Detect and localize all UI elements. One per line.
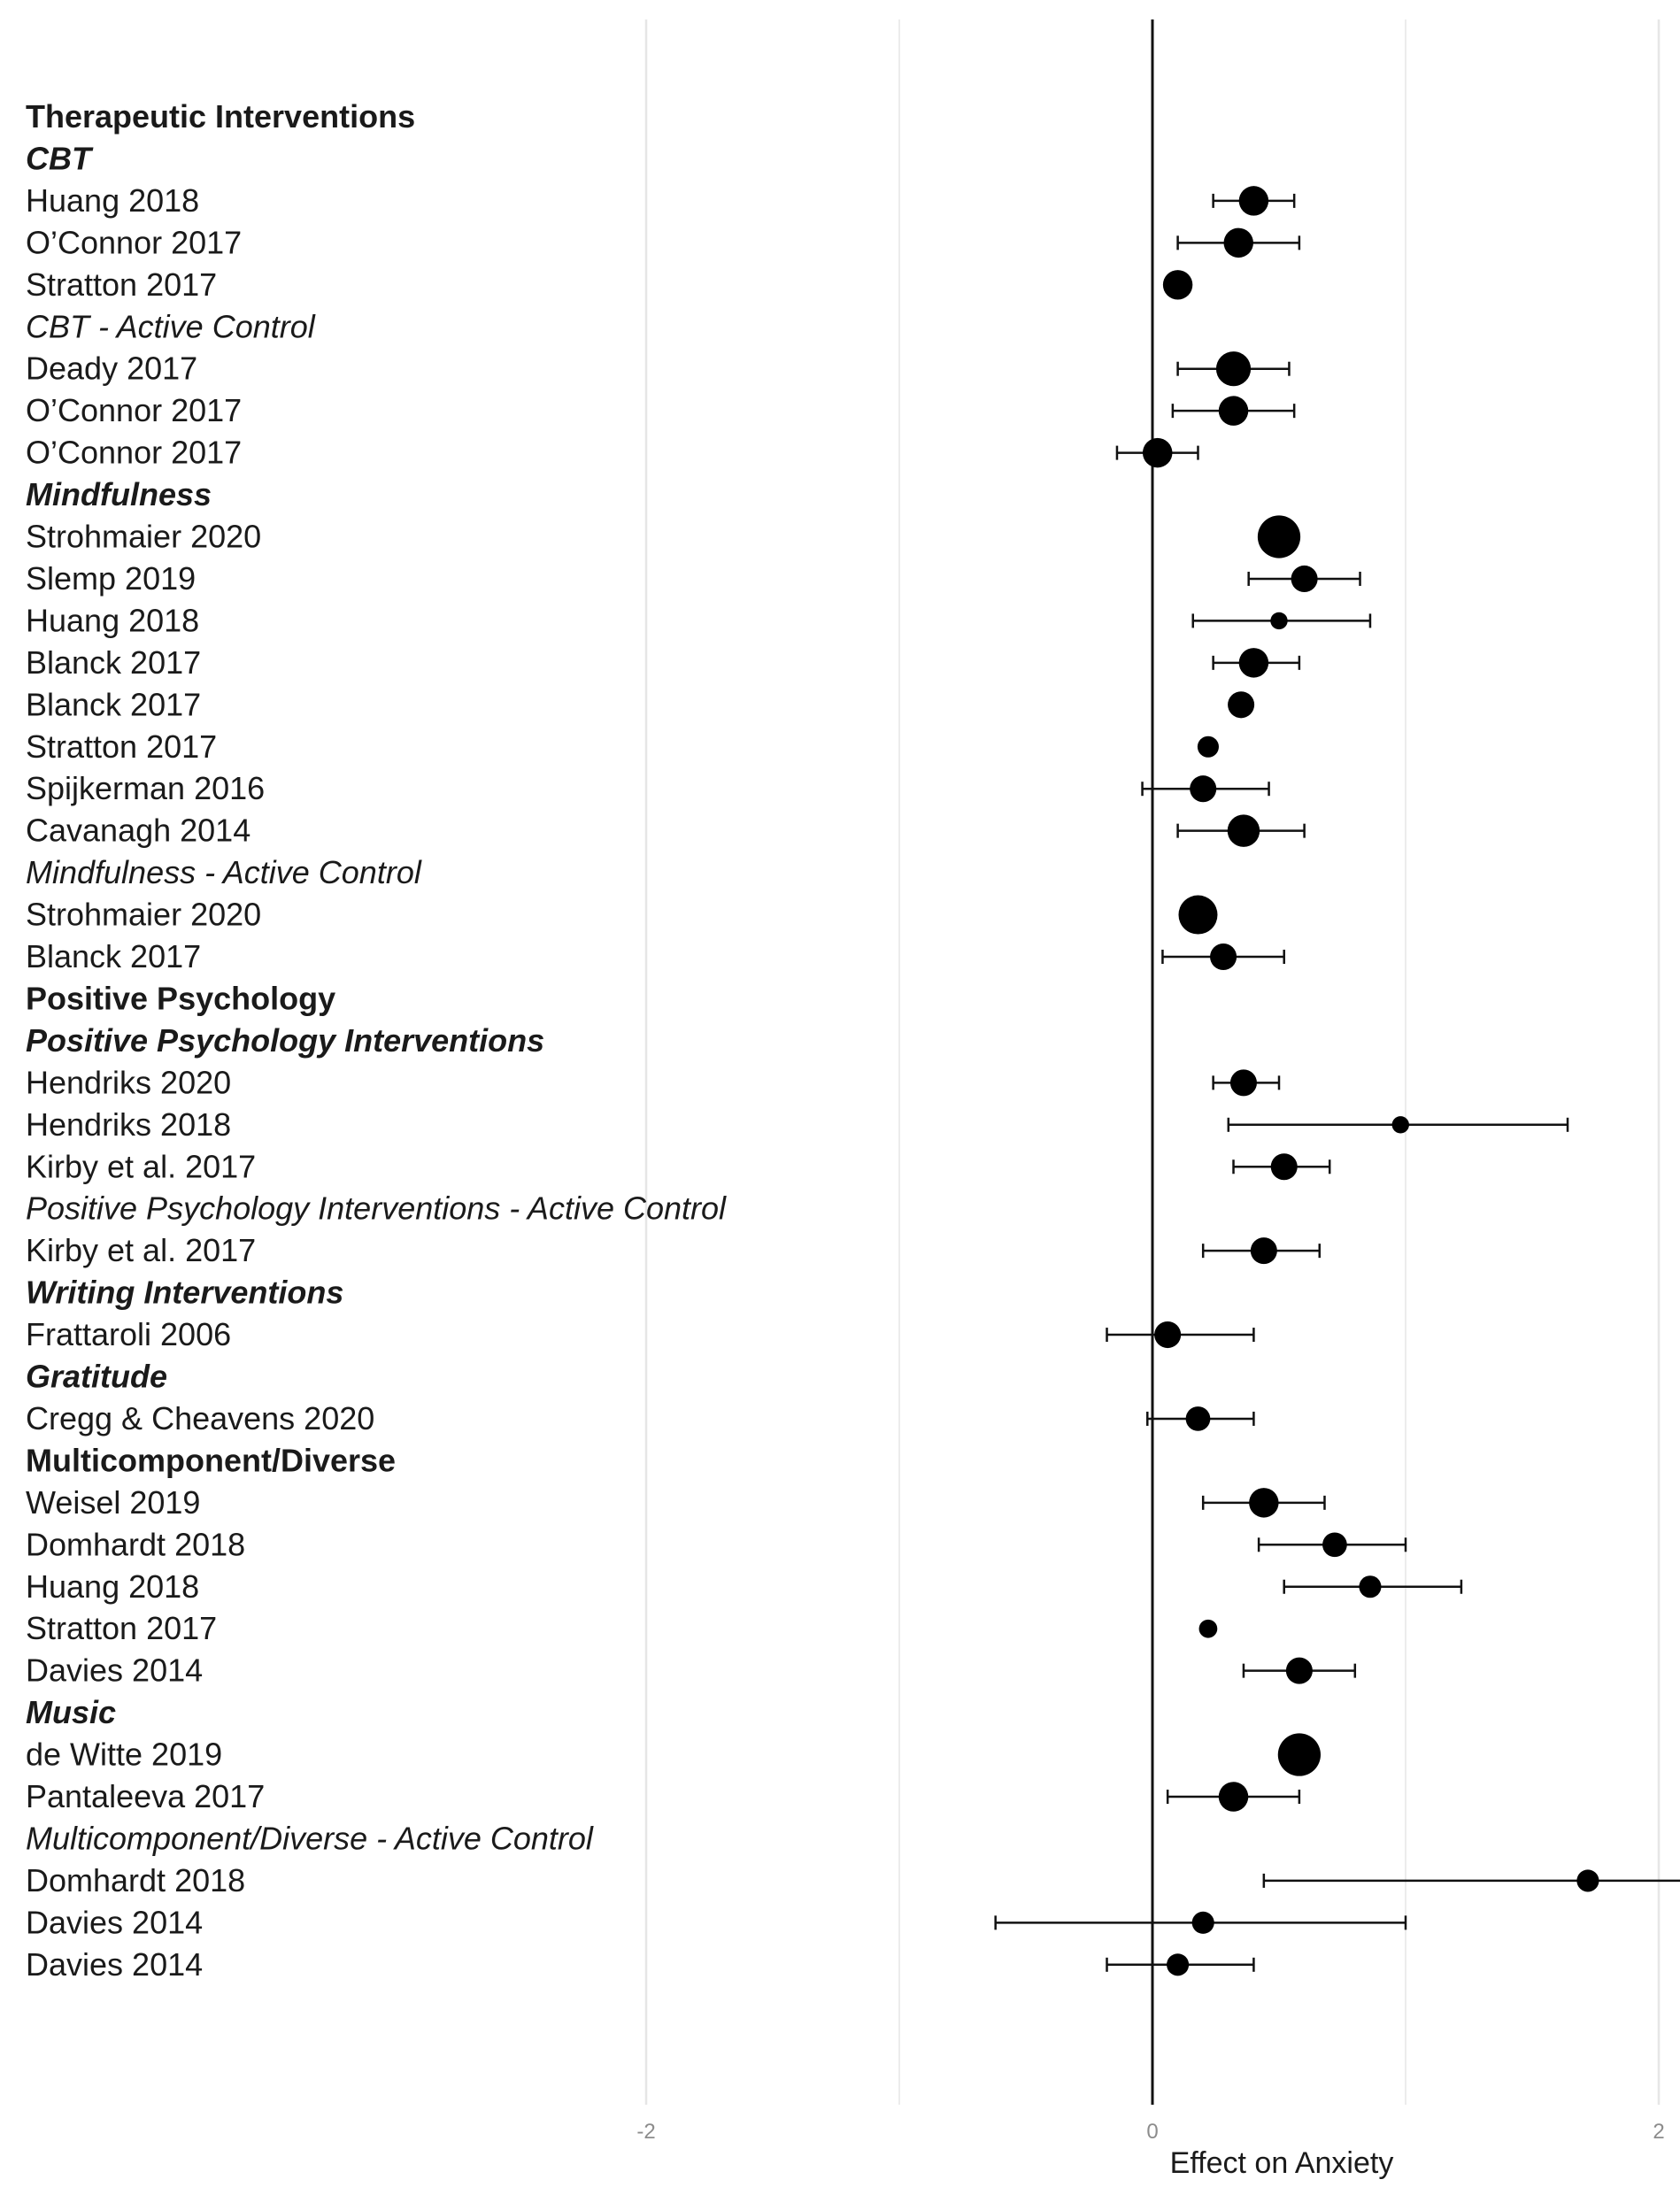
group-label: Mindfulness	[26, 476, 212, 512]
group-label: CBT - Active Control	[26, 308, 316, 344]
study-label: Frattaroli 2006	[26, 1316, 231, 1352]
group-label: Positive Psychology Interventions	[26, 1022, 544, 1059]
vertical-gridlines	[644, 19, 1661, 2105]
group-label: Writing Interventions	[26, 1275, 343, 1311]
study-label: Stratton 2017	[26, 266, 217, 303]
study-label: Blanck 2017	[26, 938, 201, 974]
study-label: Stratton 2017	[26, 728, 217, 765]
study-label: Hendriks 2020	[26, 1064, 231, 1100]
study-label: Kirby et al. 2017	[26, 1232, 256, 1268]
study-label: Kirby et al. 2017	[26, 1148, 256, 1184]
group-label: Multicomponent/Diverse - Active Control	[26, 1820, 594, 1856]
effect-points	[1142, 186, 1599, 1976]
effect-point	[1270, 1153, 1298, 1181]
x-tick-label: 2	[1653, 2120, 1664, 2144]
effect-point	[1218, 1782, 1249, 1812]
group-label: Positive Psychology Interventions - Acti…	[26, 1190, 727, 1227]
effect-point	[1178, 895, 1218, 935]
study-label: Stratton 2017	[26, 1610, 217, 1646]
study-label: Domhardt 2018	[26, 1526, 245, 1562]
study-label: Weisel 2019	[26, 1484, 200, 1521]
study-label: Huang 2018	[26, 1568, 199, 1605]
x-axis-label: Effect on Anxiety	[1170, 2146, 1394, 2180]
study-label: Domhardt 2018	[26, 1862, 245, 1898]
group-label: Positive Psychology	[26, 980, 335, 1016]
effect-point	[1210, 943, 1237, 971]
effect-point	[1190, 775, 1217, 803]
effect-point	[1257, 515, 1301, 558]
effect-point	[1223, 227, 1253, 258]
effect-point	[1291, 565, 1318, 592]
effect-point	[1142, 437, 1173, 468]
effect-point	[1277, 1733, 1322, 1776]
study-label: O’Connor 2017	[26, 224, 242, 260]
study-label: Huang 2018	[26, 602, 199, 638]
effect-point	[1576, 1869, 1599, 1892]
effect-point	[1162, 270, 1193, 300]
effect-point	[1154, 1321, 1182, 1349]
study-label: Davies 2014	[26, 1652, 203, 1689]
effect-point	[1215, 351, 1252, 387]
effect-point	[1238, 186, 1269, 216]
group-label: Gratitude	[26, 1359, 167, 1395]
group-label: CBT	[26, 140, 94, 176]
group-label: Music	[26, 1694, 116, 1730]
effect-point	[1250, 1237, 1277, 1265]
study-label: Deady 2017	[26, 350, 197, 387]
effect-point	[1185, 1406, 1211, 1431]
study-label: Davies 2014	[26, 1946, 203, 1983]
effect-point	[1228, 691, 1255, 719]
study-label: O’Connor 2017	[26, 392, 242, 428]
effect-point	[1322, 1532, 1347, 1558]
effect-point	[1227, 814, 1260, 847]
effect-point	[1249, 1488, 1279, 1518]
study-label: Blanck 2017	[26, 686, 201, 722]
group-label: Therapeutic Interventions	[26, 98, 415, 135]
study-label: de Witte 2019	[26, 1737, 222, 1773]
x-tick-label: -2	[636, 2120, 655, 2144]
effect-point	[1285, 1657, 1313, 1684]
effect-point	[1197, 736, 1219, 758]
effect-point	[1218, 396, 1249, 426]
study-label: Strohmaier 2020	[26, 519, 261, 555]
study-label: Blanck 2017	[26, 644, 201, 681]
study-label: Slemp 2019	[26, 560, 196, 597]
study-label: O’Connor 2017	[26, 435, 242, 471]
study-label: Cregg & Cheavens 2020	[26, 1400, 374, 1436]
confidence-intervals	[994, 193, 1680, 1972]
effect-point	[1359, 1575, 1382, 1598]
study-label: Huang 2018	[26, 182, 199, 219]
group-label: Multicomponent/Diverse	[26, 1442, 396, 1478]
x-axis-ticks: -2024	[636, 2120, 1664, 2144]
study-label: Cavanagh 2014	[26, 813, 250, 849]
row-labels: Therapeutic Interventions CBT Huang 2018 O’…	[26, 98, 727, 1983]
group-label: Mindfulness - Active Control	[26, 854, 422, 890]
x-tick-label: 0	[1146, 2120, 1158, 2144]
study-label: Pantaleeva 2017	[26, 1778, 265, 1814]
effect-point	[1191, 1911, 1214, 1934]
effect-point	[1167, 1953, 1190, 1976]
effect-point	[1391, 1116, 1409, 1134]
effect-point	[1238, 648, 1269, 678]
effect-point	[1229, 1069, 1257, 1097]
effect-point	[1198, 1619, 1218, 1638]
study-label: Davies 2014	[26, 1904, 203, 1940]
study-label: Strohmaier 2020	[26, 897, 261, 933]
effect-point	[1270, 612, 1288, 630]
study-label: Spijkerman 2016	[26, 770, 265, 806]
study-label: Hendriks 2018	[26, 1106, 231, 1143]
